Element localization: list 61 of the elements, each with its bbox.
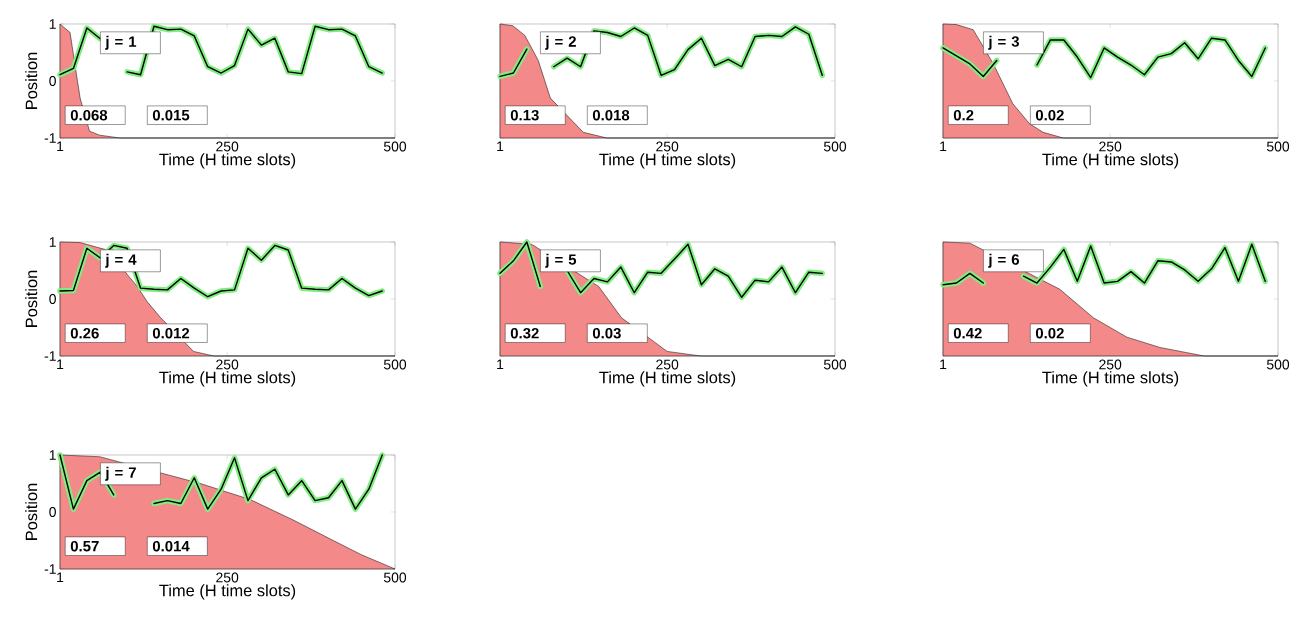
- annotation: 0.02: [1035, 327, 1064, 339]
- x-tick-label: 250: [656, 141, 679, 152]
- annotation: 0.2: [953, 109, 974, 121]
- y-axis-title: Position: [25, 52, 38, 109]
- annotation: j = 3: [988, 35, 1020, 50]
- y-tick-label: -1: [44, 351, 56, 361]
- annotation: 0.02: [1035, 109, 1064, 121]
- annotation: j = 2: [545, 35, 576, 50]
- annotation: 0.018: [592, 109, 630, 121]
- x-tick-label: 250: [656, 359, 679, 370]
- annotation: 0.012: [152, 327, 190, 339]
- annotation: j = 6: [988, 253, 1020, 268]
- annotation: j = 1: [105, 35, 137, 50]
- x-axis-title: Time (H time slots): [599, 371, 736, 387]
- annotation: 0.014: [152, 540, 190, 552]
- x-tick-label: 1: [497, 359, 504, 370]
- y-tick-label: -1: [44, 133, 56, 143]
- y-axis-title: Position: [25, 270, 38, 327]
- x-axis-title: Time (H time slots): [159, 584, 296, 600]
- y-tick-label: 1: [49, 237, 56, 247]
- x-tick-label: 1: [57, 359, 64, 370]
- y-tick-label: 1: [49, 19, 56, 29]
- y-tick-label: 1: [49, 450, 56, 460]
- annotation: j = 5: [545, 253, 577, 268]
- x-tick-label: 500: [383, 141, 407, 152]
- x-tick-label: 500: [1266, 141, 1290, 152]
- x-tick-label: 250: [1099, 359, 1122, 370]
- annotation: 0.26: [70, 327, 99, 339]
- x-tick-label: 500: [1266, 359, 1290, 370]
- x-tick-label: 250: [216, 359, 239, 370]
- annotation: j = 4: [105, 253, 137, 268]
- annotation: 0.015: [152, 109, 190, 121]
- y-tick-label: 0: [49, 507, 56, 517]
- annotation: 0.42: [953, 327, 982, 339]
- annotation: 0.13: [510, 109, 539, 121]
- x-tick-label: 250: [216, 141, 239, 152]
- x-tick-label: 500: [383, 359, 407, 370]
- x-axis-title: Time (H time slots): [1042, 371, 1179, 387]
- x-axis-title: Time (H time slots): [159, 371, 296, 387]
- x-axis-title: Time (H time slots): [599, 153, 736, 169]
- annotation: 0.068: [70, 109, 108, 121]
- x-tick-label: 1: [57, 572, 64, 583]
- x-tick-label: 500: [823, 141, 847, 152]
- x-tick-label: 1: [940, 141, 947, 152]
- annotation: 0.32: [510, 327, 539, 339]
- annotation: 0.57: [70, 540, 99, 552]
- x-tick-label: 250: [1099, 141, 1122, 152]
- x-tick-label: 500: [823, 359, 847, 370]
- y-axis-title: Position: [25, 483, 38, 540]
- x-tick-label: 1: [497, 141, 504, 152]
- x-tick-label: 1: [940, 359, 947, 370]
- x-tick-label: 250: [216, 572, 239, 583]
- y-tick-label: -1: [44, 564, 56, 574]
- annotation: j = 7: [105, 466, 136, 481]
- x-axis-title: Time (H time slots): [159, 153, 296, 169]
- y-tick-label: 0: [49, 76, 56, 86]
- x-tick-label: 1: [57, 141, 64, 152]
- x-tick-label: 500: [383, 572, 407, 583]
- x-axis-title: Time (H time slots): [1042, 153, 1179, 169]
- annotation: 0.03: [592, 327, 621, 339]
- y-tick-label: 0: [49, 294, 56, 304]
